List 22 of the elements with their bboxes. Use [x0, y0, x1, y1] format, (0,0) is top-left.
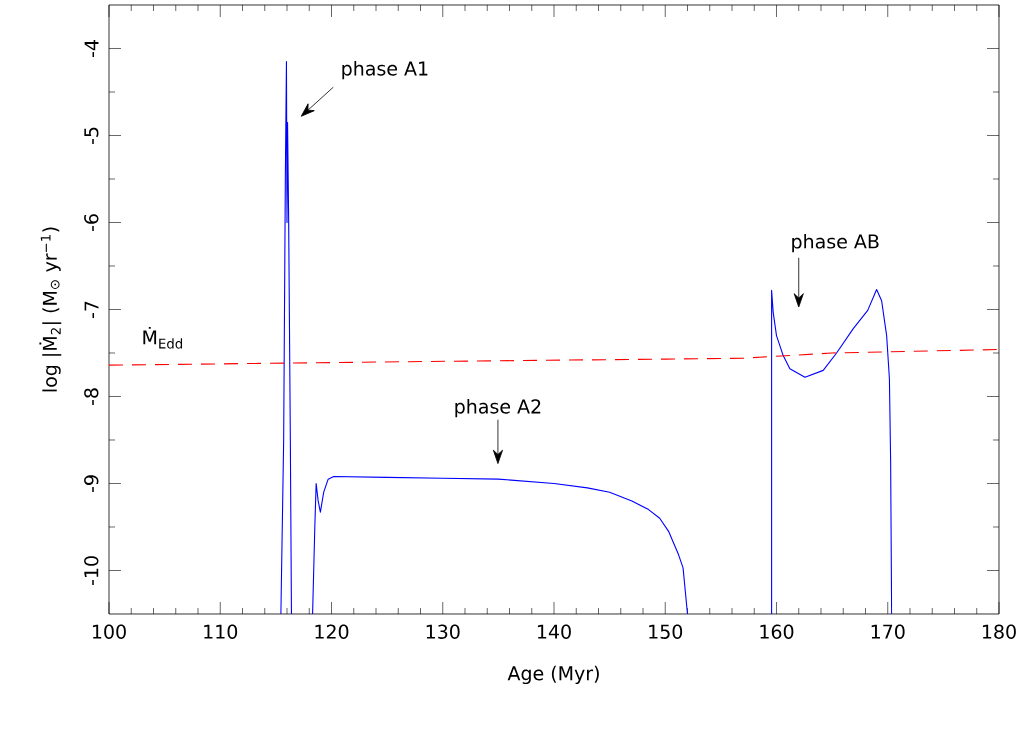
- y-tick-label: -10: [84, 556, 99, 586]
- annotation: phase AB: [792, 233, 879, 253]
- series-label: Ṁ$_{Edd}$: [143, 326, 183, 349]
- x-tick-label: 140: [537, 624, 571, 639]
- y-tick-label: -6: [84, 214, 99, 232]
- annotation: phase A2: [455, 398, 541, 418]
- y-tick-label: -9: [84, 475, 99, 493]
- y-axis-title: log |Ṁ$_{2}$| (M$_{⊙}$ yr$^{−1}$): [39, 227, 62, 392]
- y-tick-label: -7: [84, 301, 99, 319]
- x-tick-label: 120: [315, 624, 349, 639]
- x-tick-label: 150: [649, 624, 683, 639]
- x-tick-label: 100: [92, 624, 126, 639]
- y-tick-label: -5: [84, 127, 99, 145]
- x-axis-title: Age (Myr): [507, 665, 599, 685]
- x-tick-label: 170: [871, 624, 905, 639]
- y-tick-label: -8: [84, 388, 99, 406]
- x-tick-label: 180: [982, 624, 1016, 639]
- annotation: phase A1: [342, 60, 428, 80]
- x-tick-label: 110: [204, 624, 238, 639]
- y-tick-label: -4: [84, 40, 99, 58]
- x-tick-label: 160: [760, 624, 794, 639]
- x-tick-label: 130: [426, 624, 460, 639]
